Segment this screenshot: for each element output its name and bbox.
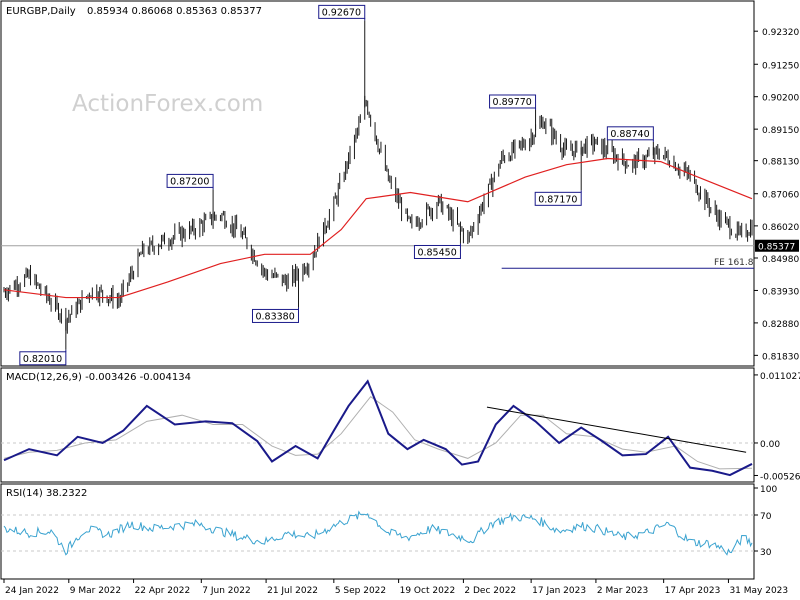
rsi-pane-frame	[0, 483, 755, 580]
annotation-box	[413, 244, 461, 259]
symbol-info: EURGBP,Daily	[6, 6, 76, 17]
x-axis-tick-label: 22 Apr 2022	[135, 586, 191, 596]
rsi-title: RSI(14) 38.2322	[6, 488, 87, 499]
current-price-label: 0.85377	[758, 243, 795, 253]
macd-title: MACD(12,26,9) -0.003426 -0.004134	[6, 372, 191, 383]
macd-signal-line	[3, 396, 753, 470]
ohlc-readout: 0.85934 0.86068 0.85363 0.85377	[87, 6, 262, 17]
annotation-label: 0.88740	[610, 129, 649, 140]
rsi-line	[3, 510, 753, 556]
macd-line	[3, 379, 753, 477]
annotation-label: 0.92670	[322, 7, 361, 18]
x-axis-tick-label: 2 Mar 2023	[597, 586, 648, 596]
annotation-box	[251, 308, 299, 323]
macd-axis-tick-label: 0.011027	[760, 372, 800, 382]
annotation-box	[534, 191, 582, 206]
annotation-label: 0.87170	[538, 194, 577, 205]
annotation-label: 0.89770	[493, 97, 532, 108]
price-axis-tick-label: 0.91250	[762, 61, 799, 71]
moving-average-line	[3, 157, 753, 299]
rsi-axis-tick-label: 100	[760, 485, 777, 495]
x-axis-tick-label: 5 Sep 2022	[335, 586, 386, 596]
x-axis-tick-label: 21 Jul 2022	[267, 586, 318, 596]
annotation-label: 0.82010	[23, 354, 62, 365]
price-axis-tick-label: 0.84980	[762, 255, 799, 265]
annotation-box	[606, 126, 654, 141]
price-axis-tick-label: 0.89150	[762, 126, 799, 136]
x-axis-tick-label: 19 Oct 2022	[400, 586, 456, 596]
annotation-box	[19, 351, 67, 366]
annotation-label: 0.87200	[170, 176, 209, 187]
x-axis-tick-label: 7 Jun 2022	[202, 586, 250, 596]
price-axis-tick-label: 0.87060	[762, 191, 799, 201]
annotation-box	[318, 4, 366, 19]
annotation-box	[489, 94, 537, 109]
price-pane-frame	[0, 0, 755, 367]
macd-axis-tick-label: 0.00	[760, 440, 780, 450]
x-axis-tick-label: 31 May 2023	[729, 586, 788, 596]
x-axis-tick-label: 9 Mar 2022	[70, 586, 121, 596]
price-axis-tick-label: 0.81830	[762, 352, 799, 362]
annotation-box	[166, 173, 214, 188]
price-axis-tick-label: 0.83930	[762, 287, 799, 297]
x-axis-tick-label: 2 Dec 2022	[464, 586, 516, 596]
watermark: ActionForex.com	[72, 91, 263, 117]
price-axis-tick-label: 0.82880	[762, 320, 799, 330]
x-axis-tick-label: 17 Jan 2023	[532, 586, 586, 596]
price-axis-tick-label: 0.88130	[762, 158, 799, 168]
fe-level-label: FE 161.8	[714, 258, 754, 268]
x-axis-tick-label: 24 Jan 2022	[5, 586, 59, 596]
x-axis-tick-label: 17 Apr 2023	[665, 586, 721, 596]
price-axis-tick-label: 0.86020	[762, 223, 799, 233]
macd-trendline	[486, 406, 747, 453]
current-price-tag	[755, 239, 799, 252]
annotation-label: 0.85450	[417, 247, 456, 258]
price-axis-tick-label: 0.90200	[762, 94, 799, 104]
rsi-axis-tick-label: 30	[760, 548, 772, 558]
price-axis-tick-label: 0.92320	[762, 28, 799, 38]
annotation-label: 0.83380	[255, 311, 294, 322]
macd-pane-frame	[0, 367, 755, 483]
rsi-axis-tick-label: 70	[760, 512, 772, 522]
macd-axis-tick-label: -0.005267	[760, 472, 800, 482]
